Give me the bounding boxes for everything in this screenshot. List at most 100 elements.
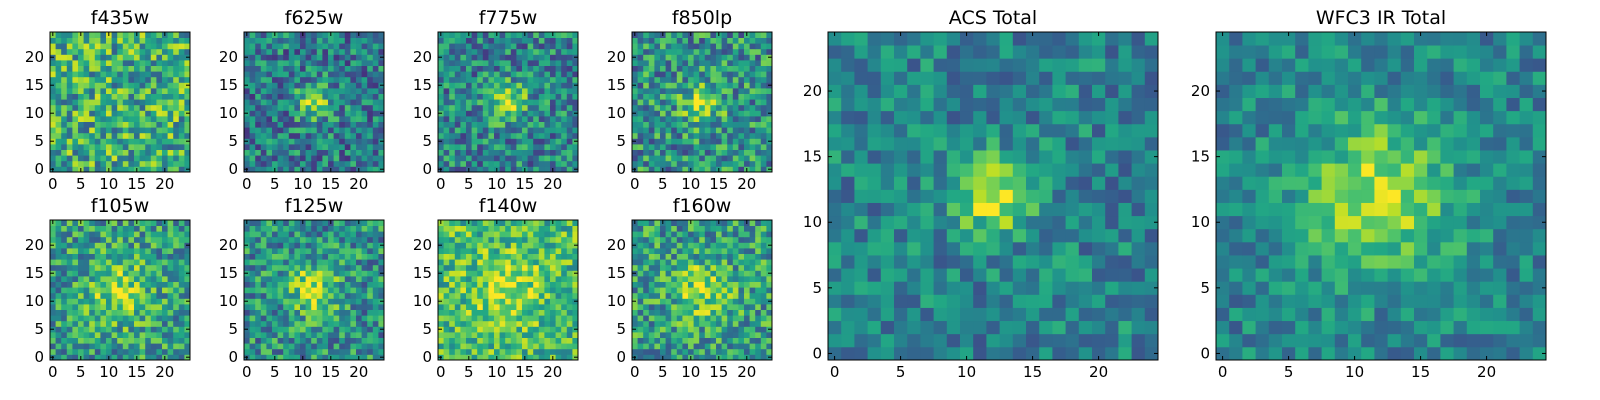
heatmap-cell [933, 150, 948, 164]
heatmap-cell [89, 298, 96, 305]
heatmap-cell [167, 32, 174, 38]
heatmap-cell [117, 236, 124, 243]
heatmap-cell [1039, 320, 1053, 335]
heatmap-cell [1092, 45, 1106, 59]
heatmap-cell [1078, 45, 1093, 59]
heatmap-cell [555, 99, 562, 106]
heatmap-cell [449, 304, 456, 310]
heatmap-cell [372, 337, 379, 344]
heatmap-cell [527, 37, 534, 44]
heatmap-cell [372, 281, 379, 288]
heatmap-cell [283, 93, 290, 100]
heatmap-cell [460, 32, 467, 38]
heatmap-cell [516, 121, 523, 128]
heatmap-cell [162, 160, 168, 167]
heatmap-cell [106, 88, 112, 94]
heatmap-cell [933, 228, 948, 243]
heatmap-cell [749, 82, 756, 89]
heatmap-cell [117, 149, 124, 156]
heatmap-cell [255, 37, 262, 44]
heatmap-cell [255, 144, 262, 150]
heatmap-cell [727, 48, 734, 55]
heatmap-cell [538, 88, 545, 94]
heatmap-cell [100, 343, 107, 350]
heatmap-cell [561, 332, 568, 338]
heatmap-cell [744, 155, 750, 162]
heatmap-cell [716, 144, 722, 150]
heatmap-cell [311, 259, 318, 266]
heatmap-cell [1078, 189, 1093, 203]
heatmap-cell [162, 292, 168, 299]
heatmap-cell [178, 231, 185, 238]
heatmap-cell [162, 231, 168, 238]
heatmap-cell [699, 127, 706, 134]
heatmap-cell [438, 121, 444, 128]
heatmap-cell [173, 231, 180, 238]
heatmap-cell [344, 220, 351, 226]
heatmap-cell [255, 320, 262, 327]
heatmap-cell [1026, 215, 1040, 230]
heatmap-cell [260, 320, 267, 327]
heatmap-cell [260, 54, 267, 61]
heatmap-cell [249, 348, 256, 355]
heatmap-cell [167, 37, 174, 44]
heatmap-cell [443, 32, 450, 38]
heatmap-cell [367, 354, 374, 361]
heatmap-cell [322, 332, 329, 338]
heatmap-cell [505, 32, 512, 38]
heatmap-cell [111, 54, 118, 61]
heatmap-cell [1078, 320, 1093, 335]
heatmap-cell [372, 304, 379, 310]
heatmap-cell [111, 132, 118, 139]
heatmap-cell [356, 54, 362, 61]
heatmap-cell [333, 236, 340, 243]
heatmap-cell [178, 144, 185, 150]
heatmap-cell [344, 259, 351, 266]
heatmap-cell [637, 76, 644, 83]
heatmap-cell [344, 315, 351, 322]
heatmap-cell [688, 155, 694, 162]
heatmap-cell [1118, 163, 1132, 177]
heatmap-cell [78, 343, 84, 350]
heatmap-cell [920, 123, 934, 138]
heatmap-cell [828, 58, 842, 72]
heatmap-cell [328, 71, 334, 78]
heatmap-cell [66, 155, 73, 162]
heatmap-cell [322, 320, 329, 327]
heatmap-cell [494, 320, 500, 327]
heatmap-cell [522, 332, 528, 338]
heatmap-cell [94, 166, 101, 173]
heatmap-cell [471, 88, 478, 94]
heatmap-cell [134, 281, 140, 288]
heatmap-cell [1065, 294, 1080, 308]
heatmap-cell [244, 60, 250, 66]
x-tick-label: 20 [543, 175, 562, 193]
heatmap-cell [867, 176, 882, 190]
heatmap-cell [867, 84, 882, 98]
heatmap-cell [555, 104, 562, 111]
heatmap-cell [139, 116, 146, 122]
x-tick-label: 5 [896, 363, 906, 381]
heatmap-cell [94, 320, 101, 327]
heatmap-cell [249, 110, 256, 117]
heatmap-cell [367, 236, 374, 243]
heatmap-cell [732, 32, 739, 38]
heatmap-cell [361, 281, 368, 288]
heatmap-cell [449, 32, 456, 38]
heatmap-cell [527, 144, 534, 150]
heatmap-cell [83, 132, 90, 139]
heatmap-cell [173, 166, 180, 173]
heatmap-cell [339, 54, 346, 61]
heatmap-cell [83, 287, 90, 294]
heatmap-cell [572, 348, 579, 355]
heatmap-cell [721, 121, 728, 128]
heatmap-cell [66, 337, 73, 344]
x-tick-label: 10 [293, 175, 312, 193]
heatmap-cell [710, 32, 717, 38]
heatmap-cell [648, 144, 655, 150]
heatmap-cell [527, 93, 534, 100]
heatmap-cell [356, 276, 362, 282]
heatmap-cell [283, 138, 290, 145]
heatmap-cell [1012, 84, 1027, 98]
heatmap-cell [544, 292, 551, 299]
